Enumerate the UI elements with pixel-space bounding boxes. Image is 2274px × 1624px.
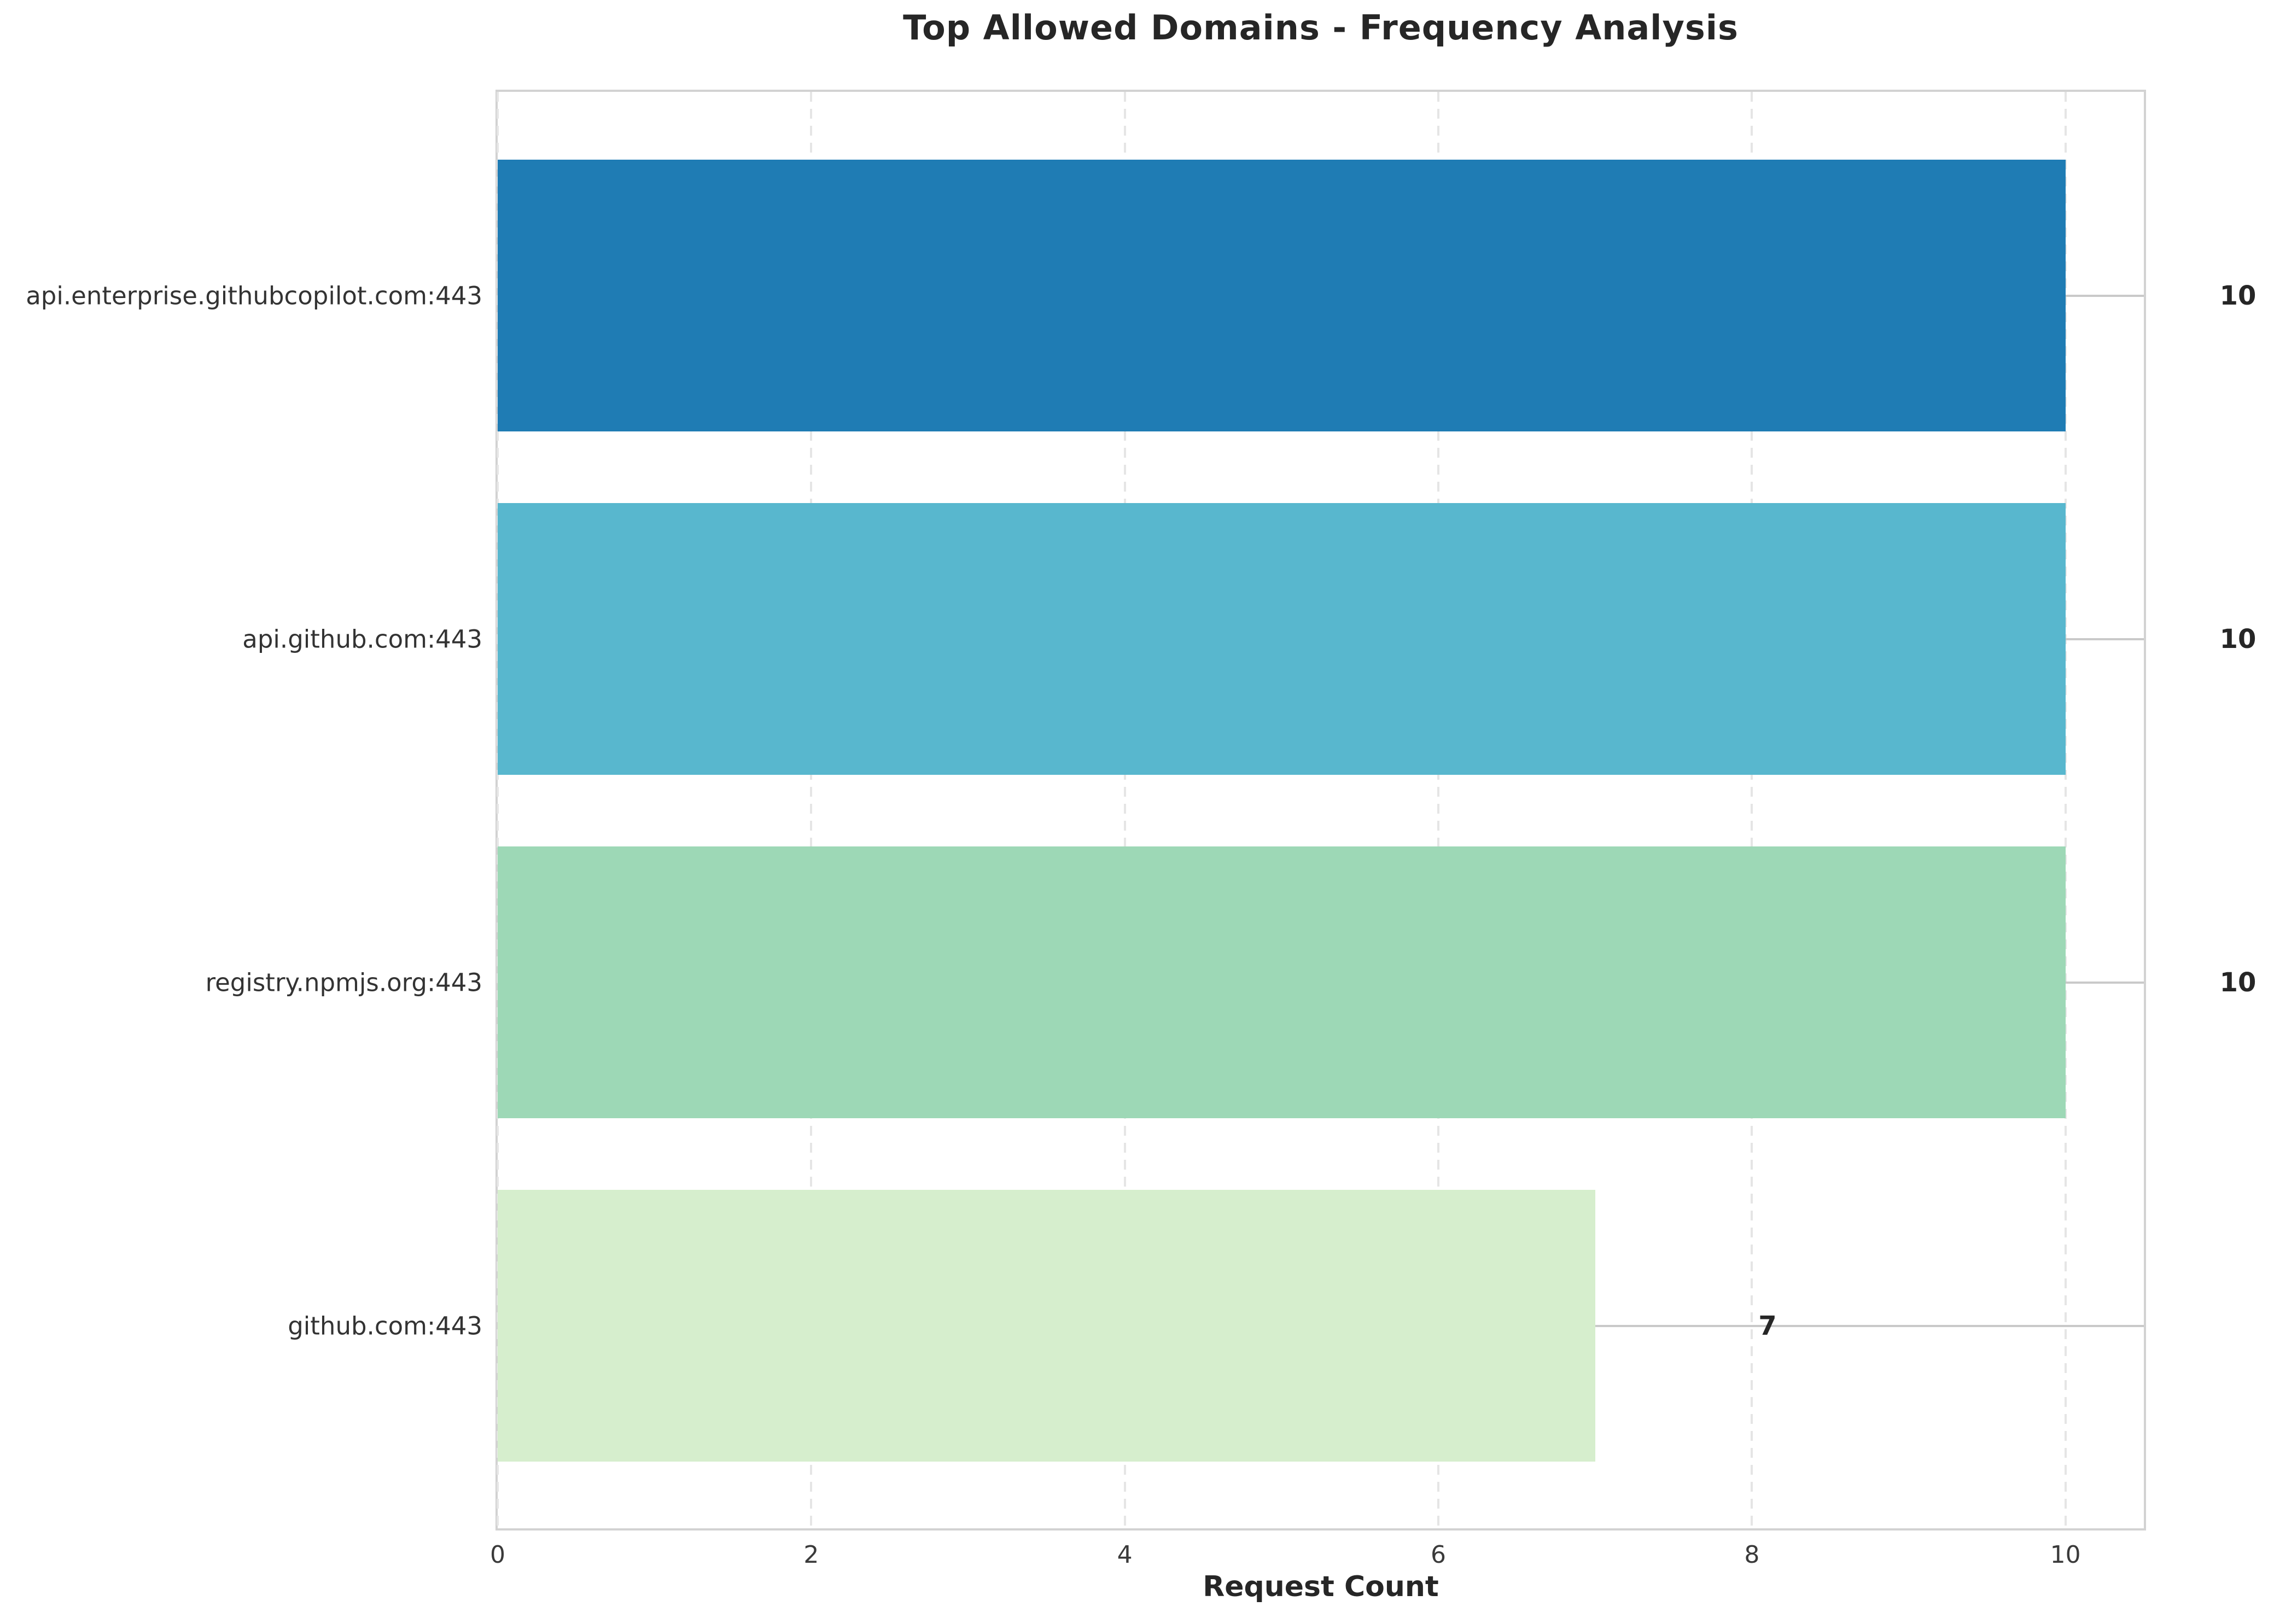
y-category-label: api.enterprise.githubcopilot.com:443: [26, 281, 482, 310]
bar-value-label: 7: [1758, 1310, 1777, 1341]
bar-value-label: 10: [2219, 280, 2256, 311]
chart-title: Top Allowed Domains - Frequency Analysis: [903, 8, 1739, 48]
y-category-label: registry.npmjs.org:443: [205, 968, 482, 997]
bar: [498, 160, 2066, 431]
x-gridline: [1123, 92, 1126, 1528]
y-category-label: github.com:443: [288, 1311, 482, 1340]
bar-value-label: 10: [2219, 623, 2256, 655]
plot-area: [495, 90, 2146, 1530]
x-tick-label: 6: [1431, 1541, 1446, 1569]
x-gridline: [2064, 92, 2067, 1528]
x-tick-label: 10: [2050, 1541, 2081, 1569]
bar: [498, 846, 2066, 1118]
x-tick-label: 0: [490, 1541, 505, 1569]
x-gridline: [810, 92, 813, 1528]
x-tick-label: 8: [1744, 1541, 1760, 1569]
y-category-label: api.github.com:443: [242, 624, 482, 653]
x-gridline: [1437, 92, 1439, 1528]
bar: [498, 1190, 1595, 1462]
bar-value-label: 10: [2219, 967, 2256, 998]
x-gridline: [497, 92, 499, 1528]
x-axis-title: Request Count: [1203, 1570, 1439, 1603]
x-gridline: [1751, 92, 1753, 1528]
bar: [498, 503, 2066, 775]
x-tick-label: 4: [1117, 1541, 1133, 1569]
x-tick-label: 2: [803, 1541, 819, 1569]
